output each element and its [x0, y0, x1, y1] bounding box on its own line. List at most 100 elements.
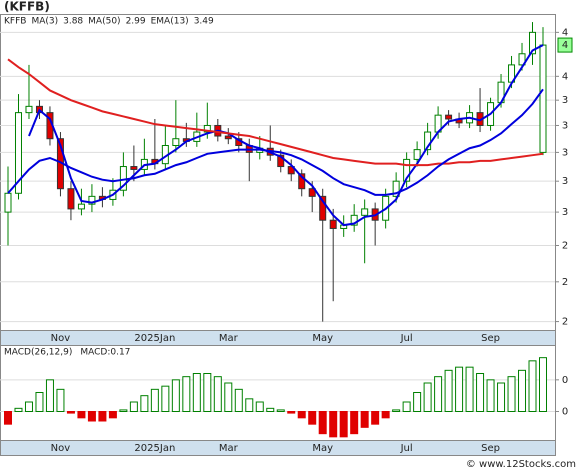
macd-bar — [203, 373, 212, 412]
macd-bar — [371, 411, 380, 425]
candle-body — [403, 158, 411, 182]
y-tick-label: 3 — [562, 95, 568, 106]
candle-body — [308, 188, 316, 197]
y-tick-label: 2 — [562, 240, 568, 251]
legend-text: MA(50) — [88, 17, 120, 27]
macd-bar — [150, 388, 159, 413]
y-tick-label: 2 — [562, 277, 568, 288]
macd-bar — [24, 401, 33, 412]
macd-bar — [402, 401, 411, 412]
candle-body — [529, 31, 537, 55]
macd-bar — [434, 376, 443, 412]
macd-bar — [35, 392, 44, 412]
macd-bar — [140, 395, 149, 412]
macd-bar — [518, 369, 527, 413]
x-tick-label: Jul — [400, 333, 413, 344]
macd-bar — [486, 379, 495, 413]
x-axis-strip — [0, 330, 556, 346]
macd-legend: MACD(26,12,9) — [4, 348, 72, 358]
macd-bar — [87, 411, 96, 422]
x-tick-label: Sep — [481, 333, 500, 344]
macd-bar — [339, 411, 348, 438]
candle-body — [539, 44, 547, 153]
macd-bar — [224, 382, 233, 412]
macd-bar — [392, 409, 401, 412]
x-tick-label: May — [312, 333, 333, 344]
candle-body — [224, 135, 232, 140]
macd-bar — [266, 407, 275, 413]
macd-bar — [476, 373, 485, 412]
watermark: © www.12Stocks.com — [466, 459, 576, 470]
macd-bar — [455, 366, 464, 412]
candle-body — [25, 105, 33, 114]
legend-text: 2.99 — [126, 17, 146, 27]
x-tick-label: Mar — [219, 443, 239, 454]
x-tick-label: May — [312, 443, 333, 454]
legend-text: 3.49 — [194, 17, 214, 27]
candle-body — [350, 214, 358, 226]
ma-line — [7, 58, 544, 167]
macd-bar — [56, 388, 65, 413]
x-tick-label: Nov — [51, 333, 71, 344]
candle-body — [445, 114, 453, 120]
ma-line — [28, 44, 544, 227]
candle-body — [67, 188, 75, 210]
legend-text: 3.88 — [63, 17, 83, 27]
macd-bar — [287, 411, 296, 414]
y-tick-label: 3 — [562, 176, 568, 187]
macd-bar — [234, 388, 243, 413]
ma-line — [7, 88, 544, 196]
candle-body — [203, 124, 211, 133]
macd-bar — [119, 409, 128, 412]
y-tick-label: 4 — [562, 71, 568, 82]
macd-bar — [98, 411, 107, 422]
x-axis-strip — [0, 440, 556, 456]
macd-bar — [129, 401, 138, 412]
candle-body — [361, 208, 369, 216]
macd-bar — [465, 366, 474, 412]
candle-body — [4, 192, 12, 213]
macd-bar — [213, 376, 222, 412]
macd-bar — [245, 398, 254, 413]
macd-bar — [318, 411, 327, 435]
macd-bar — [171, 379, 180, 413]
macd-bar — [66, 411, 75, 414]
candle-body — [88, 195, 96, 205]
candle-body — [277, 154, 285, 168]
candle-body — [77, 203, 85, 210]
x-tick-label: 2025Jan — [134, 333, 175, 344]
macd-bar — [413, 392, 422, 412]
y-tick-label: 3 — [562, 120, 568, 131]
candle-body — [424, 131, 432, 151]
macd-bar — [539, 357, 547, 412]
macd-bar — [507, 376, 516, 412]
macd-bar — [360, 411, 369, 428]
macd-bar — [108, 411, 117, 419]
macd-bar — [182, 376, 191, 412]
x-tick-label: Mar — [219, 333, 239, 344]
candle-body — [298, 173, 306, 190]
macd-bar — [192, 373, 201, 412]
y-tick-label: 2 — [562, 317, 568, 328]
candle-body — [130, 166, 138, 170]
y-tick-label: 3 — [562, 207, 568, 218]
macd-bar — [497, 382, 506, 412]
x-tick-label: 2025Jan — [134, 443, 175, 454]
macd-bar — [350, 411, 359, 435]
y-tick-label: 0 — [562, 375, 568, 386]
macd-bar — [444, 369, 453, 413]
x-tick-label: Jul — [400, 443, 413, 454]
legend-text: EMA(13) — [151, 17, 189, 27]
macd-bar — [276, 409, 285, 412]
x-tick-label: Sep — [481, 443, 500, 454]
macd-bar — [4, 411, 12, 425]
legend-text: KFFB — [4, 17, 26, 27]
candle-body — [413, 149, 421, 160]
macd-bar — [297, 411, 306, 419]
price-panel: 4 4 3 3 3 3 3 2 2 2 Nov 2025Jan Mar May Jul Sep 4 KFFB MA(… — [0, 14, 573, 346]
macd-bar — [14, 407, 23, 413]
y-tick-label: 0 — [562, 407, 568, 418]
macd-bar — [423, 382, 432, 412]
macd-bar — [77, 411, 86, 419]
